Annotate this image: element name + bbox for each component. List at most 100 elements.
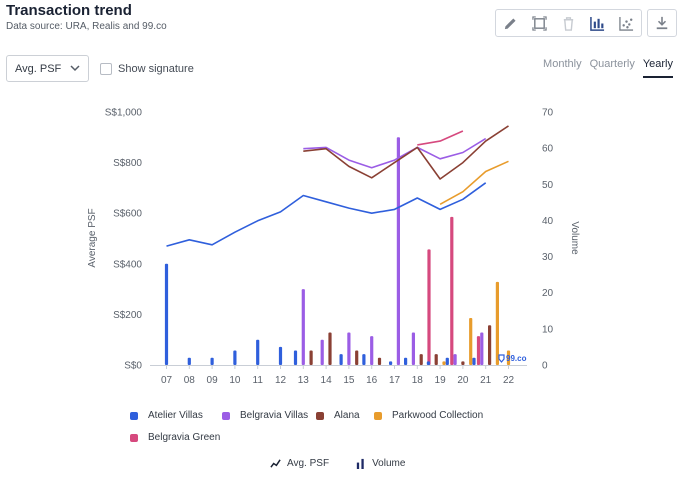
legend-label: Belgravia Green [148,432,221,443]
x-tick-label: 20 [457,375,469,386]
tab-monthly[interactable]: Monthly [543,58,582,70]
volume-toggle[interactable]: Volume [355,458,405,469]
scatter-icon [619,16,634,31]
x-tick-label: 18 [412,375,424,386]
x-tick-label: 19 [435,375,447,386]
metric-select[interactable]: Avg. PSF [6,55,89,82]
tab-quarterly[interactable]: Quarterly [589,58,635,70]
legend-item[interactable]: Alana [316,410,360,421]
volume-toggle-label: Volume [372,458,406,469]
x-tick-label: 21 [480,375,492,386]
transaction-chart: S$0 S$200 S$400 S$600 S$800 S$1,000 0 10 20 30 40 5… [87,108,580,387]
y2-axis-label: Volume [569,221,580,255]
volume-bar [389,361,393,365]
legend-item[interactable]: Belgravia Green [130,432,220,443]
show-signature-toggle[interactable]: Show signature [100,63,194,75]
volume-bar [495,281,499,365]
y-tick-label: S$200 [113,310,142,321]
volume-bar [164,263,169,365]
x-tick-label: 13 [298,375,310,386]
x-tick-label: 11 [253,375,264,386]
show-signature-label: Show signature [118,63,194,75]
legend-swatch [374,411,382,420]
legend-item[interactable]: Belgravia Villas [222,410,308,421]
scatter-button[interactable] [612,10,641,36]
y-tick-label: S$600 [113,209,142,220]
chevron-down-icon [70,65,80,72]
x-tick-label: 09 [207,375,219,386]
legend-item[interactable]: Atelier Villas [130,410,203,421]
volume-bar [442,361,446,365]
pencil-button[interactable] [496,10,525,36]
volume-bar [355,350,359,365]
series-toggles: Avg. PSF Volume [270,458,405,469]
tab-yearly[interactable]: Yearly [642,58,673,78]
bar-chart-icon [590,16,605,31]
volume-bar [404,357,408,365]
volume-bar [488,325,492,365]
volume-bar [411,332,415,365]
y-tick-label: S$400 [113,259,142,270]
y2-tick-label: 60 [542,144,554,155]
y-tick-label: S$0 [124,361,142,372]
avg-psf-line [439,160,509,206]
volume-bar [453,354,457,365]
volume-bar [187,357,191,365]
trash-icon [563,16,574,31]
chart-toolbar [495,9,642,37]
volume-bar [293,350,298,365]
y-tick-label: S$800 [113,158,142,169]
legend-label: Atelier Villas [148,410,203,421]
period-tabs: Monthly Quarterly Yearly [543,58,673,78]
bar-chart-button[interactable] [583,10,612,36]
volume-bar [434,354,438,365]
page-title: Transaction trend [6,2,132,19]
volume-bar [450,216,454,365]
volume-bar [320,339,324,365]
volume-bar [328,332,332,365]
legend-item[interactable]: Parkwood Collection [374,410,483,421]
show-signature-checkbox[interactable] [100,63,112,75]
watermark-99co: 99.co [498,354,527,363]
legend-swatch [316,411,324,420]
download-button[interactable] [647,9,677,37]
volume-bar [347,332,351,365]
legend-swatch [130,433,138,442]
volume-bar [370,336,374,365]
volume-bar [210,357,214,365]
fit-button[interactable] [525,10,554,36]
x-tick-label: 14 [321,375,333,386]
volume-bar [472,357,476,365]
y-axis-label: Average PSF [87,208,98,267]
x-tick-label: 12 [275,375,287,386]
volume-bar [278,346,283,365]
legend-label: Alana [334,410,360,421]
bar-chart-small-icon [356,458,364,469]
volume-bar [426,361,430,365]
trash-button[interactable] [554,10,583,36]
volume-bar [476,336,481,365]
volume-bar [256,339,260,365]
y-tick-label: S$1,000 [105,108,143,119]
y2-tick-label: 40 [542,216,554,227]
pencil-icon [504,17,516,29]
volume-bar [339,354,343,365]
y2-tick-label: 30 [542,252,554,263]
volume-bar [419,354,423,365]
x-tick-label: 17 [389,375,401,386]
legend-swatch [130,411,138,420]
y2-tick-label: 10 [542,324,554,335]
legend-label: Belgravia Villas [240,410,309,421]
avg-psf-toggle-label: Avg. PSF [287,458,330,469]
legend-label: Parkwood Collection [392,410,484,421]
avg-psf-line [303,137,487,169]
volume-bar [461,361,465,365]
x-tick-label: 22 [503,375,515,386]
legend-swatch [222,411,230,420]
avg-psf-line [303,125,509,180]
line-chart-icon [270,459,281,468]
volume-bar [396,137,400,365]
avg-psf-toggle[interactable]: Avg. PSF [270,458,329,469]
x-tick-label: 08 [184,375,196,386]
x-tick-label: 10 [229,375,241,386]
